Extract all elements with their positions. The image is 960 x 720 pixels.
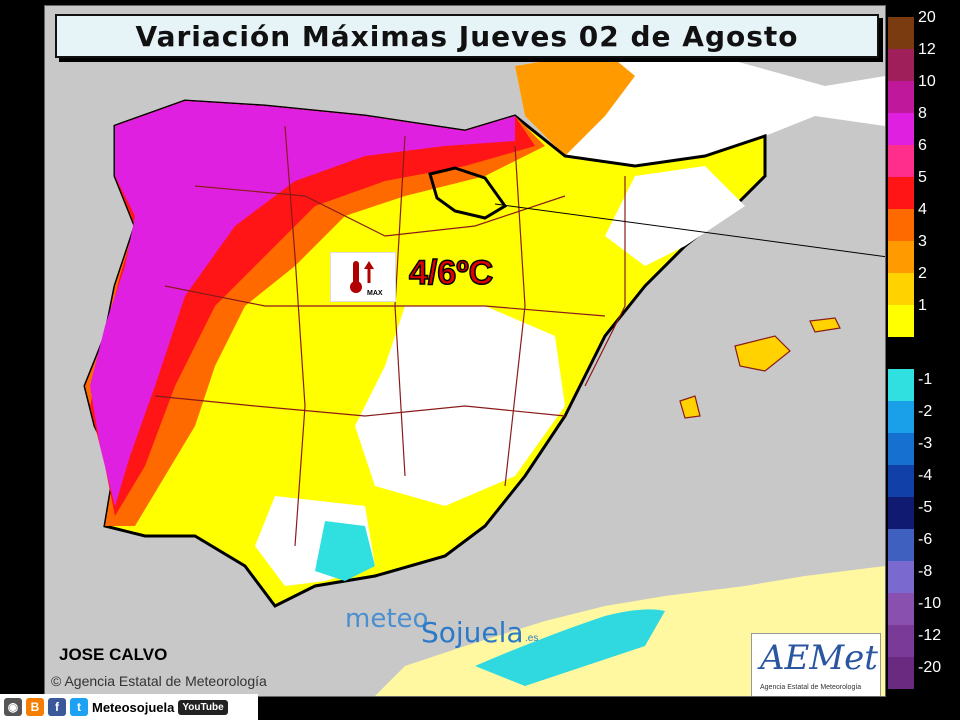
legend-swatch xyxy=(888,497,914,529)
legend-label: 6 xyxy=(918,137,927,154)
aemet-logo: AEMet Agencia Estatal de Meteorología xyxy=(751,633,881,696)
youtube-icon[interactable]: YouTube xyxy=(178,699,228,715)
menorca-island xyxy=(809,317,841,333)
legend-label: -1 xyxy=(918,371,933,388)
south-cold-area xyxy=(315,521,375,581)
legend-label: 1 xyxy=(918,297,927,314)
temperature-map xyxy=(45,6,885,696)
agency-name: Agencia Estatal de Meteorología xyxy=(64,673,267,689)
africa-cold-area xyxy=(475,609,665,686)
legend-swatch xyxy=(888,273,914,305)
legend-swatch xyxy=(888,593,914,625)
max-badge xyxy=(330,252,396,302)
legend-label: 12 xyxy=(918,41,936,58)
legend-label: 8 xyxy=(918,105,927,122)
social-handle[interactable]: Meteosojuela xyxy=(92,699,175,715)
blogger-icon[interactable]: B xyxy=(26,698,44,716)
brand-meteo: meteo xyxy=(345,604,429,634)
twitter-icon[interactable]: t xyxy=(70,698,88,716)
aemet-logo-subtitle: Agencia Estatal de Meteorología xyxy=(760,684,862,691)
max-label: MAX xyxy=(367,290,383,297)
legend-label: -5 xyxy=(918,499,933,516)
legend-swatch xyxy=(888,145,914,177)
legend-label: -12 xyxy=(918,627,942,644)
temperature-range: 4/6ºC xyxy=(408,253,494,293)
legend-swatch xyxy=(888,433,914,465)
social-bar: ◉ B f t Meteosojuela YouTube xyxy=(0,694,258,720)
legend-swatch xyxy=(888,81,914,113)
facebook-icon[interactable]: f xyxy=(48,698,66,716)
legend-swatch xyxy=(888,177,914,209)
map-frame: Variación Máximas Jueves 02 de Agosto MA… xyxy=(44,5,886,697)
warm-band-magenta xyxy=(90,101,515,506)
legend-label: -8 xyxy=(918,563,933,580)
northeast-neutral-area xyxy=(605,166,745,266)
aemet-logo-text: AEMet xyxy=(760,638,878,678)
copyright-icon: © xyxy=(51,673,62,689)
legend-swatch xyxy=(888,17,914,49)
brand-sojuela: Sojuela xyxy=(421,616,524,649)
legend-label: 5 xyxy=(918,169,927,186)
legend-label: 2 xyxy=(918,265,927,282)
legend-label: 4 xyxy=(918,201,927,218)
legend-swatch xyxy=(888,529,914,561)
thermometer-up-icon xyxy=(350,261,374,293)
agency-credit: © Agencia Estatal de Meteorología xyxy=(51,673,267,689)
ibiza-island xyxy=(679,395,701,419)
legend-swatch xyxy=(888,465,914,497)
legend-swatch xyxy=(888,241,914,273)
legend-label: -10 xyxy=(918,595,942,612)
legend-swatch xyxy=(888,49,914,81)
legend-label: -4 xyxy=(918,467,933,484)
legend-swatch xyxy=(888,369,914,401)
legend-swatch xyxy=(888,113,914,145)
instagram-icon[interactable]: ◉ xyxy=(4,698,22,716)
legend-label: 10 xyxy=(918,73,936,90)
legend-label: -2 xyxy=(918,403,933,420)
legend-label: 3 xyxy=(918,233,927,250)
legend-swatch xyxy=(888,657,914,689)
color-legend xyxy=(888,17,914,689)
author-name: JOSE CALVO xyxy=(59,645,168,664)
province-borders xyxy=(154,125,626,547)
mallorca-island xyxy=(734,335,791,372)
map-title: Variación Máximas Jueves 02 de Agosto xyxy=(55,14,879,58)
legend-label: -20 xyxy=(918,659,942,676)
la-rioja-outline xyxy=(428,166,508,220)
france-warm-area xyxy=(515,51,635,156)
legend-label: -6 xyxy=(918,531,933,548)
legend-swatch xyxy=(888,625,914,657)
legend-swatch xyxy=(888,401,914,433)
legend-label: -3 xyxy=(918,435,933,452)
legend-swatch xyxy=(888,561,914,593)
legend-label: 20 xyxy=(918,9,936,26)
legend-swatch xyxy=(888,305,914,337)
legend-swatch xyxy=(888,209,914,241)
brand-suffix: .es xyxy=(525,633,539,644)
pointer-line xyxy=(494,203,885,258)
